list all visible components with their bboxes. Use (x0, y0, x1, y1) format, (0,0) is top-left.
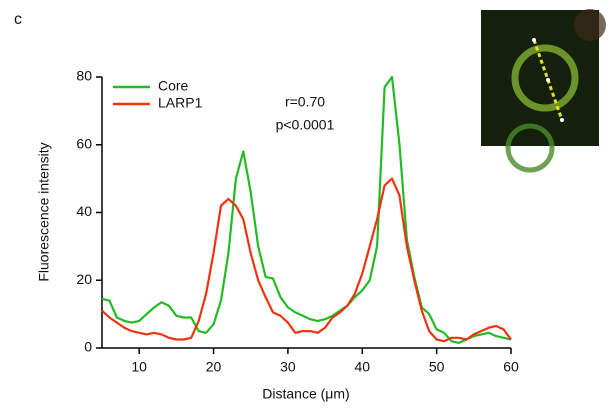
line-series (101, 177, 512, 343)
panel-label: c (14, 11, 22, 28)
x-tick-label: 50 (429, 359, 445, 375)
x-tick-label: 20 (206, 359, 222, 375)
annotation: p<0.0001 (276, 117, 335, 133)
inset-image (481, 9, 606, 173)
x-tick-label: 60 (503, 359, 519, 375)
y-tick-label: 20 (76, 271, 92, 287)
x-tick-label: 30 (280, 359, 296, 375)
x-axis-label: Distance (μm) (262, 386, 349, 402)
x-tick-label: 10 (131, 359, 147, 375)
y-tick-label: 40 (76, 203, 92, 219)
legend-label: Core (158, 78, 189, 94)
y-tick-label: 80 (76, 68, 92, 84)
y-tick-label: 0 (84, 339, 92, 355)
legend-label: LARP1 (158, 95, 203, 111)
x-tick-label: 40 (354, 359, 370, 375)
y-tick-label: 60 (76, 135, 92, 151)
line-series (101, 75, 512, 344)
annotation: r=0.70 (285, 94, 325, 110)
y-axis-label: Fluorescence intensity (36, 142, 52, 281)
